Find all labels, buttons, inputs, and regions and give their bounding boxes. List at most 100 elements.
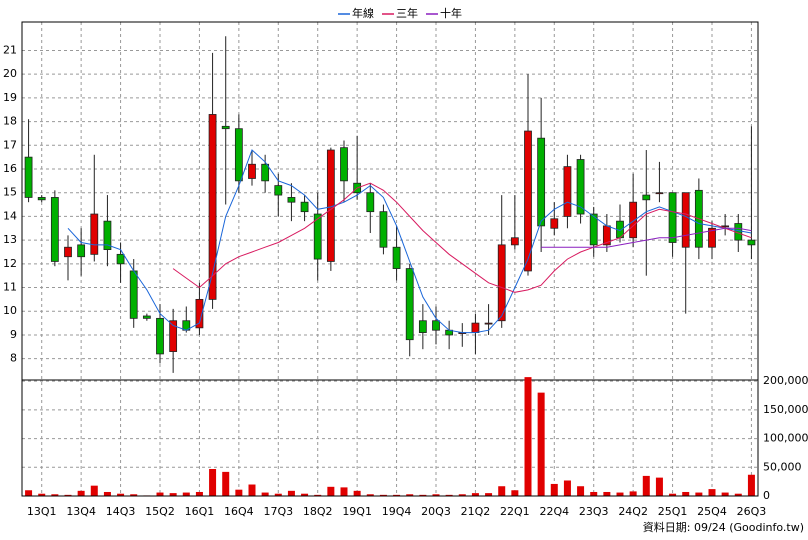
volume-bar [603,491,611,496]
volume-bar [734,493,742,496]
candle-body [116,253,125,265]
volume-bar [747,474,755,496]
candle-body [195,298,204,329]
volume-bar [195,491,203,496]
volume-bar [182,492,190,496]
candle-body [234,128,243,182]
volume-bar [708,489,716,496]
y-tick-label: 11 [3,281,17,294]
y-tick-label: 14 [3,209,17,222]
volume-bar [327,486,335,496]
x-tick-label: 25Q4 [697,505,727,518]
volume-bar [458,494,466,496]
candle-body [576,159,585,215]
candle-body [471,322,480,333]
candle-body [721,225,730,228]
volume-panel [21,379,759,497]
candle-body [261,163,270,182]
candle-body [366,192,375,213]
volume-bar [130,494,138,496]
volume-bar [695,492,703,496]
volume-bar [77,490,85,496]
candle-body [510,237,519,246]
candle-body [484,322,493,325]
volume-bar [248,484,256,496]
ma-line [67,149,752,334]
candle-body [655,192,664,195]
x-tick-label: 15Q2 [145,505,175,518]
y-tick-label: 17 [3,138,17,151]
x-tick-label: 17Q3 [263,505,293,518]
candle-body [208,114,217,300]
candle-body [524,130,532,272]
volume-bar [432,494,440,496]
x-tick-label: 25Q1 [658,505,688,518]
y2-tick-label: 100,000 [763,432,808,445]
volume-bar [222,471,230,496]
volume-bar [550,483,558,496]
volume-bar [301,493,309,496]
volume-bar [406,494,414,496]
volume-bar [563,480,571,496]
y-tick-label: 16 [3,162,17,175]
volume-bar [629,491,637,496]
ma-line [172,182,752,293]
volume-bar [655,477,663,496]
volume-bar [485,493,493,496]
volume-bar [393,494,401,496]
y-tick-label: 10 [3,304,17,317]
volume-bar [445,494,453,496]
candle-body [537,137,546,227]
price-panel [21,21,759,381]
volume-bar [235,489,243,496]
candle-body [681,192,690,248]
volume-bar [103,491,111,496]
volume-bar [90,485,98,496]
volume-bar [287,490,295,496]
volume-bar [524,377,532,496]
y-tick-label: 21 [3,43,17,56]
x-tick-label: 13Q4 [66,505,96,518]
candle-body [156,317,164,355]
candle-body [432,320,440,331]
candle-body [497,244,506,322]
candle-body [379,211,388,248]
volume-bar [366,494,374,496]
candle-body [221,125,230,130]
candle-body [103,220,112,251]
x-tick-label: 18Q2 [303,505,333,518]
candle-body [142,315,151,319]
y-tick-label: 19 [3,91,17,104]
volume-bar [38,493,46,496]
volume-bar [274,493,282,496]
volume-bar [616,492,624,496]
y-tick-label: 18 [3,115,17,128]
panel-border [21,21,759,497]
volume-bar [682,491,690,496]
y2-tick-label: 50,000 [763,460,802,473]
candle-body [642,194,651,201]
volume-bar [261,492,269,496]
candle-body [169,320,178,352]
volume-bar [721,492,729,496]
candle-body [300,201,309,213]
x-tick-label: 20Q3 [421,505,451,518]
volume-bar [117,493,125,496]
y2-tick-label: 0 [763,489,770,502]
candle-body [248,163,256,179]
volume-bar [642,475,650,496]
x-tick-label: 26Q3 [737,505,767,518]
x-tick-label: 13Q1 [27,505,57,518]
legend-label: 十年 [440,6,462,20]
x-tick-label: 24Q2 [618,505,648,518]
volume-bar [156,492,164,496]
candle-body [668,192,677,243]
candle-body [50,197,59,262]
volume-bar [669,493,677,496]
x-tick-label: 23Q3 [579,505,609,518]
volume-bar [169,493,177,496]
x-tick-label: 22Q4 [539,505,569,518]
source-note: 資料日期: 09/24 (Goodinfo.tw) [643,520,804,534]
volume-bar [471,493,479,496]
